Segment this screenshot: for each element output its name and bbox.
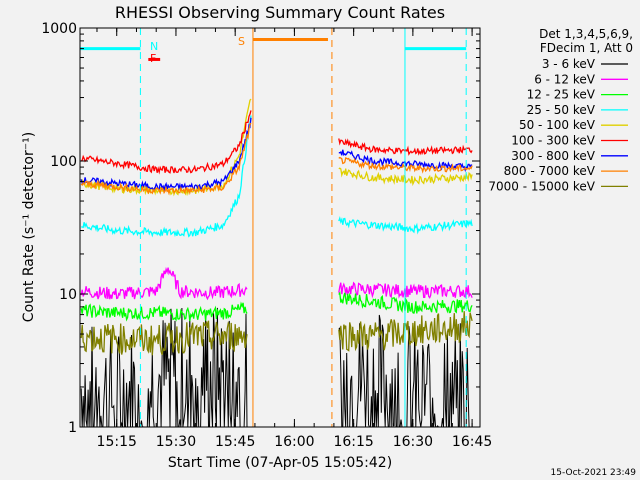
legend-label-2: 6 - 12 keV xyxy=(534,72,596,86)
legend-label-6: 100 - 300 keV xyxy=(511,134,595,148)
series-line-4 xyxy=(81,115,473,238)
y-tick-label: 1 xyxy=(68,420,77,436)
x-tick-label: 15:15 xyxy=(97,434,137,450)
x-axis-label: Start Time (07-Apr-05 15:05:42) xyxy=(168,455,392,471)
legend-label-4: 25 - 50 keV xyxy=(527,103,596,117)
series-line-3 xyxy=(80,291,473,322)
x-tick-label: 16:45 xyxy=(452,434,492,450)
legend-label-5: 50 - 100 keV xyxy=(519,118,596,132)
flare-annotation: F xyxy=(150,52,156,65)
chart-title: RHESSI Observing Summary Count Rates xyxy=(115,3,445,22)
x-tick-label: 15:45 xyxy=(215,434,255,450)
x-tick-label: 16:15 xyxy=(333,434,373,450)
x-tick-label: 16:00 xyxy=(274,434,314,450)
series-line-7 xyxy=(80,117,473,192)
legend-label-7: 300 - 800 keV xyxy=(511,149,595,163)
night-annotation: N xyxy=(150,40,158,53)
y-axis: 1 10 100 1000 xyxy=(41,21,480,436)
x-tick-label: 15:30 xyxy=(156,434,196,450)
plot-frame xyxy=(79,27,481,428)
legend-label-9: 7000 - 15000 keV xyxy=(488,179,595,193)
legend: Det 1,3,4,5,6,9, FDecim 1, Att 0 3 - 6 k… xyxy=(488,27,633,193)
legend-label-3: 12 - 25 keV xyxy=(527,88,596,102)
legend-label-1: 3 - 6 keV xyxy=(542,57,596,71)
series-line-2 xyxy=(80,266,473,301)
y-tick-label: 1000 xyxy=(41,21,77,37)
y-tick-label: 10 xyxy=(59,287,77,303)
series-line-8 xyxy=(80,122,473,196)
legend-label-8: 800 - 7000 keV xyxy=(504,164,596,178)
series-line-6 xyxy=(80,110,473,175)
y-axis-label: Count Rate (s⁻¹ detector⁻¹) xyxy=(21,132,37,322)
legend-header-line-1: Det 1,3,4,5,6,9, xyxy=(539,27,633,41)
y-tick-label: 100 xyxy=(50,154,77,170)
saa-annotation: S xyxy=(238,35,245,48)
x-tick-label: 16:30 xyxy=(393,434,433,450)
legend-header-line-2: FDecim 1, Att 0 xyxy=(540,41,633,55)
x-axis: 15:15 15:30 15:45 16:00 16:15 16:30 16:45 xyxy=(96,28,492,450)
generated-date: 15-Oct-2021 23:49 xyxy=(551,468,637,478)
series-line-9 xyxy=(80,311,473,356)
